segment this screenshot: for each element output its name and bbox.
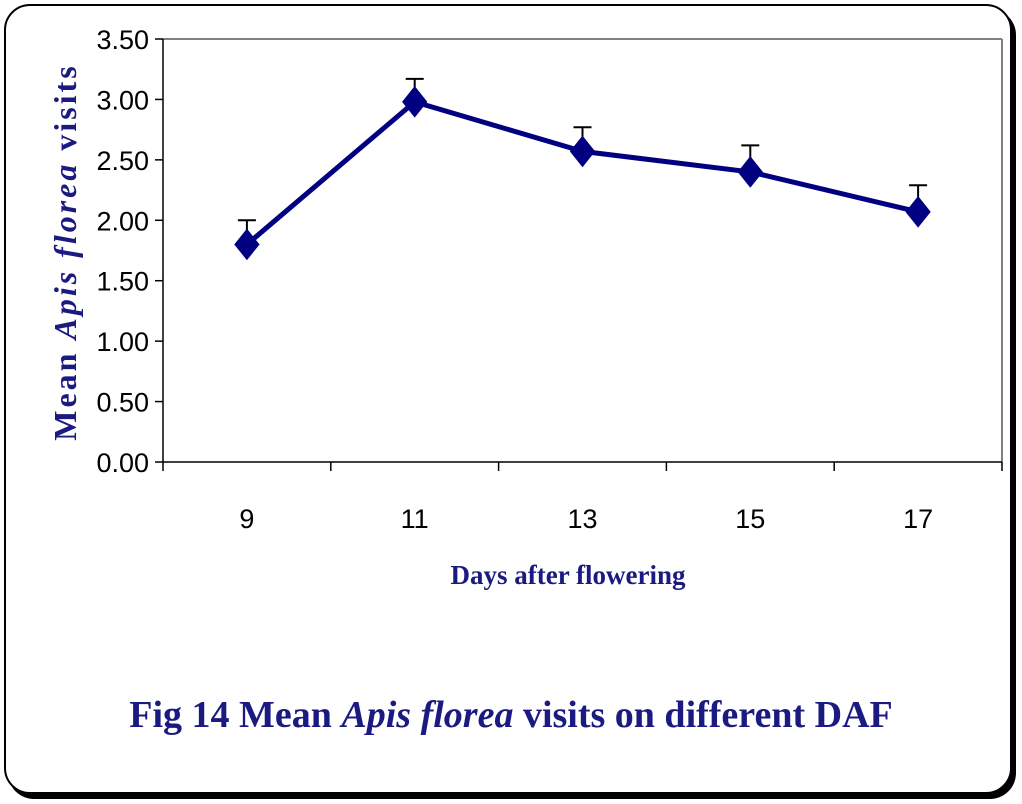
caption-suffix: visits on different DAF [513,694,893,736]
x-tick-label: 11 [401,504,429,534]
x-tick-label: 15 [735,504,765,534]
data-point [737,156,763,188]
data-point [402,86,428,118]
y-tick-label: 0.00 [96,448,149,478]
figure-caption: Fig 14 Mean Apis florea visits on differ… [0,693,1022,737]
y-axis-title-part3: visits [47,63,83,161]
y-axis: 0.00 0.50 1.00 1.50 2.00 2.50 3.00 3.50 [96,25,1003,478]
y-tick-label: 2.50 [96,146,149,176]
y-tick-label: 2.00 [96,206,149,236]
x-tick-label: 13 [567,504,597,534]
caption-prefix: Fig 14 Mean [129,694,342,736]
data-point [905,196,931,228]
y-axis-title: Mean Apis florea visits [47,63,83,440]
x-axis-title: Days after flowering [451,560,686,590]
y-axis-title-part1: Mean [47,340,83,441]
data-point [234,228,260,261]
x-tick-label: 17 [903,504,933,534]
data-point [569,135,596,168]
y-axis-title-italic: Apis florea [47,162,83,342]
x-tick-label: 9 [239,504,254,534]
y-tick-label: 1.00 [96,327,149,357]
y-tick-label: 0.50 [96,388,149,418]
series-mean-visits [234,77,931,261]
series-line [245,99,919,247]
y-tick-label: 3.00 [96,85,149,115]
figure-frame [4,4,1012,794]
y-tick-label: 1.50 [96,267,149,297]
x-axis: 9 11 13 15 17 [162,461,1003,534]
caption-species: Apis florea [341,694,514,736]
y-tick-label: 3.50 [96,25,149,55]
